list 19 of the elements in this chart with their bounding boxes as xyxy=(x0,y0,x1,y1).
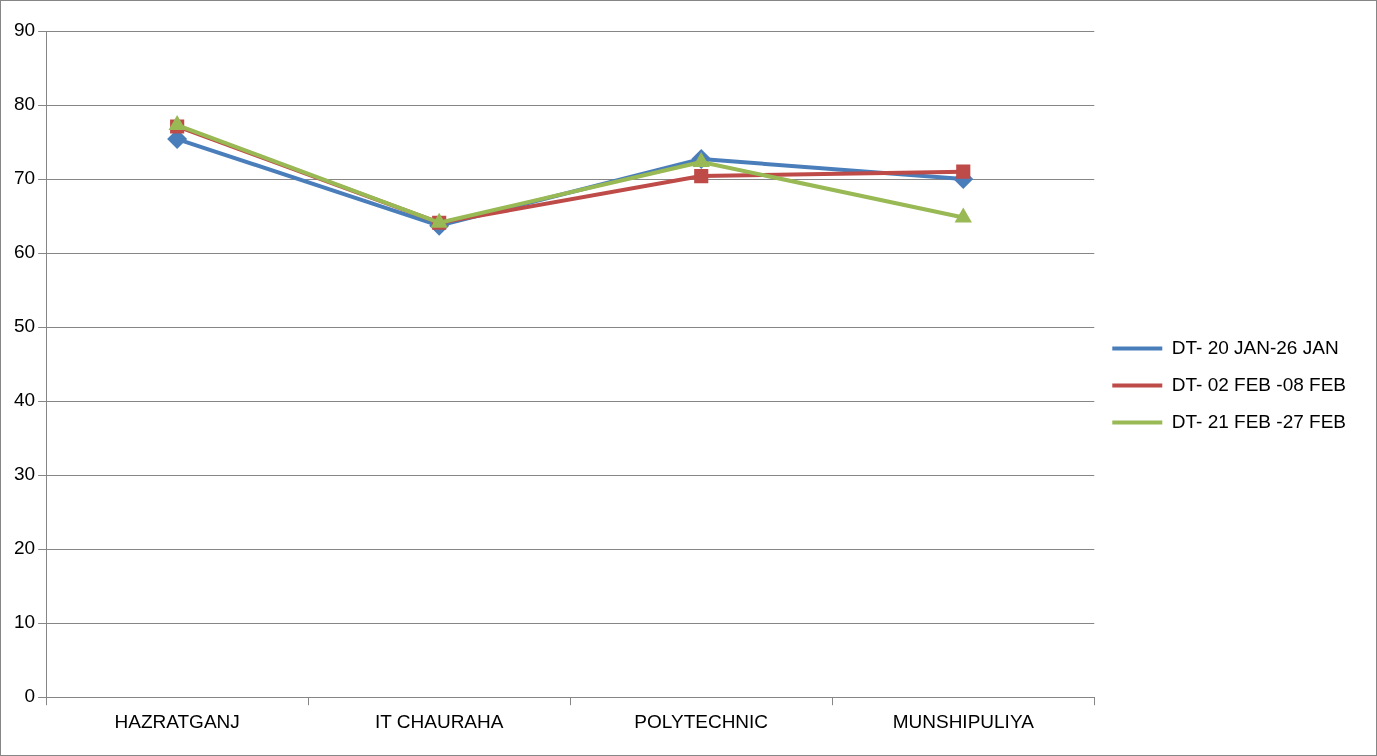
x-tick-label: POLYTECHNIC xyxy=(634,710,769,732)
legend-label: DT- 02 FEB -08 FEB xyxy=(1171,373,1347,395)
y-tick-label: 20 xyxy=(13,537,36,559)
x-tick-label: HAZRATGANJ xyxy=(114,710,240,732)
x-tick-label: IT CHAURAHA xyxy=(374,710,504,732)
y-tick-label: 50 xyxy=(13,315,36,337)
y-tick-label: 0 xyxy=(24,685,36,707)
point xyxy=(956,164,971,179)
x-tick-label: MUNSHIPULIYA xyxy=(892,710,1035,732)
y-tick-label: 10 xyxy=(13,611,36,633)
y-tick-label: 40 xyxy=(13,389,36,411)
y-tick-label: 30 xyxy=(13,463,36,485)
y-tick-label: 90 xyxy=(13,19,36,41)
y-tick-label: 70 xyxy=(13,167,36,189)
y-tick-label: 60 xyxy=(13,241,36,263)
legend-label: DT- 21 FEB -27 FEB xyxy=(1171,410,1347,432)
y-tick-label: 80 xyxy=(13,93,36,115)
point xyxy=(694,169,709,184)
legend-label: DT- 20 JAN-26 JAN xyxy=(1171,336,1339,358)
